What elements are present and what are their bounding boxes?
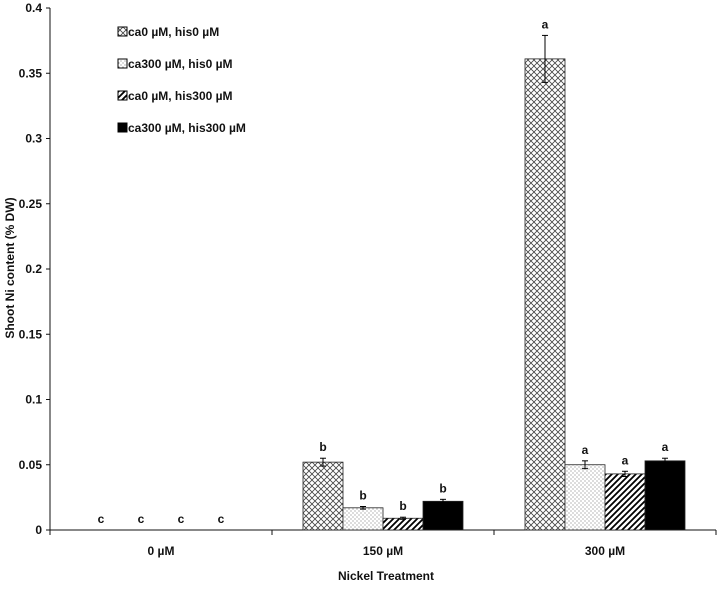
y-tick-label: 0.3 (25, 132, 42, 146)
y-tick-label: 0.2 (25, 262, 42, 276)
y-tick-label: 0.1 (25, 393, 42, 407)
x-axis-title: Nickel Treatment (338, 569, 434, 583)
bar (342, 507, 384, 531)
bar (382, 517, 424, 531)
x-tick-label: 0 µM (148, 544, 175, 558)
legend-label: ca300 µM, his0 µM (128, 57, 233, 71)
legend-swatch (117, 26, 128, 37)
significance-letter: a (542, 17, 549, 31)
y-tick-label: 0.15 (19, 327, 43, 341)
significance-letter: a (622, 453, 629, 467)
legend-swatch (117, 58, 128, 69)
bar (644, 460, 686, 531)
legend-label: ca300 µM, his300 µM (128, 121, 246, 135)
significance-letter: b (319, 440, 326, 454)
bar (302, 461, 344, 531)
significance-letter: a (662, 440, 669, 454)
y-tick-label: 0 (35, 523, 42, 537)
y-axis-title: Shoot Ni content (% DW) (3, 197, 17, 338)
x-tick-label: 300 µM (585, 544, 625, 558)
bar (524, 58, 566, 531)
significance-letter: c (98, 512, 105, 526)
y-tick-label: 0.4 (25, 1, 42, 15)
significance-letter: b (399, 499, 406, 513)
axes: 0 0.05 0.1 0.15 0.2 0.25 0.3 0.35 0.4 0 µM 150 µM 3… (19, 1, 717, 558)
bar (422, 500, 464, 531)
y-tick-label: 0.35 (19, 66, 43, 80)
significance-letter: c (218, 512, 225, 526)
legend: ca0 µM, his0 µM ca300 µM, his0 µM ca0 µM, … (117, 25, 246, 135)
significance-letter: c (138, 512, 145, 526)
bars (302, 34, 686, 531)
x-tick-label: 150 µM (363, 544, 403, 558)
bar (604, 473, 646, 531)
legend-swatch (117, 122, 128, 133)
legend-swatch (117, 90, 128, 101)
legend-label: ca0 µM, his0 µM (128, 25, 219, 39)
significance-letter: b (439, 481, 446, 495)
y-tick-label: 0.05 (19, 458, 43, 472)
significance-letter: a (582, 443, 589, 457)
y-tick-label: 0.25 (19, 197, 43, 211)
significance-labels: c b a c b a c b a c b a (98, 17, 669, 526)
significance-letter: b (359, 489, 366, 503)
bar (564, 464, 606, 531)
significance-letter: c (178, 512, 185, 526)
legend-label: ca0 µM, his300 µM (128, 89, 233, 103)
